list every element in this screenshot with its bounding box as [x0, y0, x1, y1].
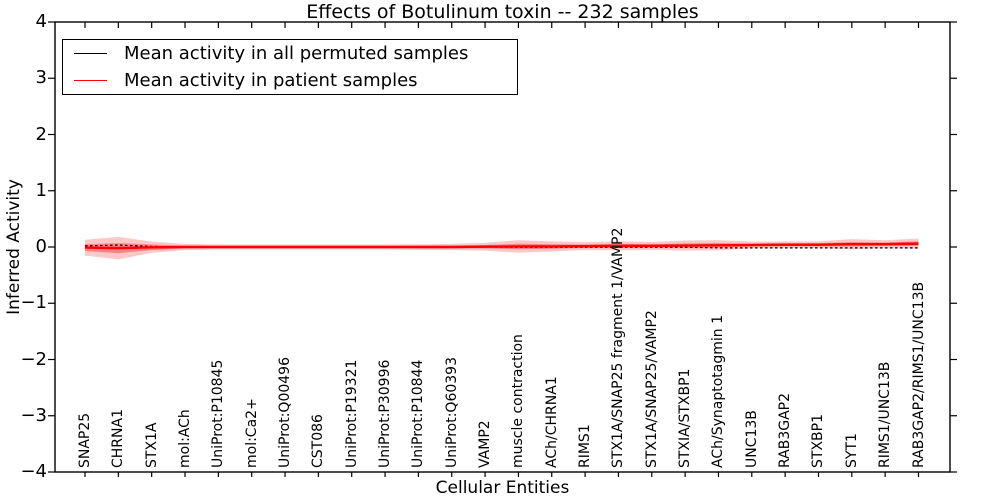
x-tick-label: RAB3GAP2/RIMS1/UNC13B — [910, 281, 927, 468]
x-tick-label: UniProt:P10845 — [210, 359, 227, 468]
chart-title: Effects of Botulinum toxin -- 232 sample… — [306, 1, 699, 23]
x-tick-label: muscle contraction — [510, 334, 527, 468]
x-tick-label: SNAP25 — [77, 412, 93, 468]
x-tick-label: mol:ACh — [177, 409, 194, 468]
x-tick-label: UniProt:Q60393 — [443, 357, 460, 468]
x-tick-label: SYT1 — [843, 433, 860, 468]
y-tick-label: 3 — [35, 67, 47, 89]
patient-mean-line — [84, 242, 919, 250]
legend-label-patient: Mean activity in patient samples — [124, 69, 418, 91]
x-tick-label: CST086 — [310, 414, 327, 468]
x-tick-label: UniProt:P10844 — [410, 359, 427, 468]
x-tick-label: RIMS1/UNC13B — [877, 361, 894, 468]
legend: Mean activity in all permuted samples Me… — [62, 39, 518, 95]
x-axis-label: Cellular Entities — [435, 478, 570, 498]
y-tick-label: 4 — [35, 11, 47, 32]
y-tick-label: −3 — [20, 404, 47, 426]
y-tick-label: 2 — [35, 123, 47, 145]
black-line-swatch — [74, 53, 107, 55]
x-tick-label: ACh/Synaptotagmin 1 — [710, 315, 727, 468]
x-tick-label: RIMS1 — [577, 424, 594, 468]
x-tick-label: UniProt:P30996 — [377, 359, 394, 468]
y-tick-label: −1 — [20, 292, 47, 314]
legend-label-permuted: Mean activity in all permuted samples — [124, 43, 469, 65]
x-tick-label: CHRNA1 — [110, 409, 127, 468]
y-tick-label: −4 — [20, 461, 47, 482]
y-tick-label: 1 — [35, 179, 47, 201]
x-tick-label: STXBP1 — [810, 414, 827, 468]
x-tick-label: UniProt:P19321 — [343, 359, 360, 468]
legend-entry-permuted: Mean activity in all permuted samples — [63, 41, 517, 67]
legend-entry-patient: Mean activity in patient samples — [63, 67, 517, 93]
x-tick-label: STXIA/STXBP1 — [677, 368, 694, 468]
x-tick-label: UniProt:Q00496 — [277, 357, 294, 468]
x-tick-label: mol:Ca2+ — [243, 398, 260, 468]
y-tick-label: 0 — [35, 236, 47, 257]
activity-band-outer — [85, 236, 919, 260]
y-tick-label: −2 — [20, 348, 47, 370]
red-line-swatch — [74, 79, 107, 81]
x-tick-label: STX1A/SNAP25/VAMP2 — [643, 310, 660, 468]
x-tick-label: VAMP2 — [477, 420, 494, 468]
x-tick-label: STX1A/SNAP25 fragment 1/VAMP2 — [610, 227, 627, 468]
x-tick-label: STX1A — [143, 422, 160, 468]
x-tick-label: ACh/CHRNA1 — [543, 376, 560, 468]
x-tick-label: RAB3GAP2 — [777, 392, 794, 468]
x-tick-label: UNC13B — [743, 410, 760, 468]
